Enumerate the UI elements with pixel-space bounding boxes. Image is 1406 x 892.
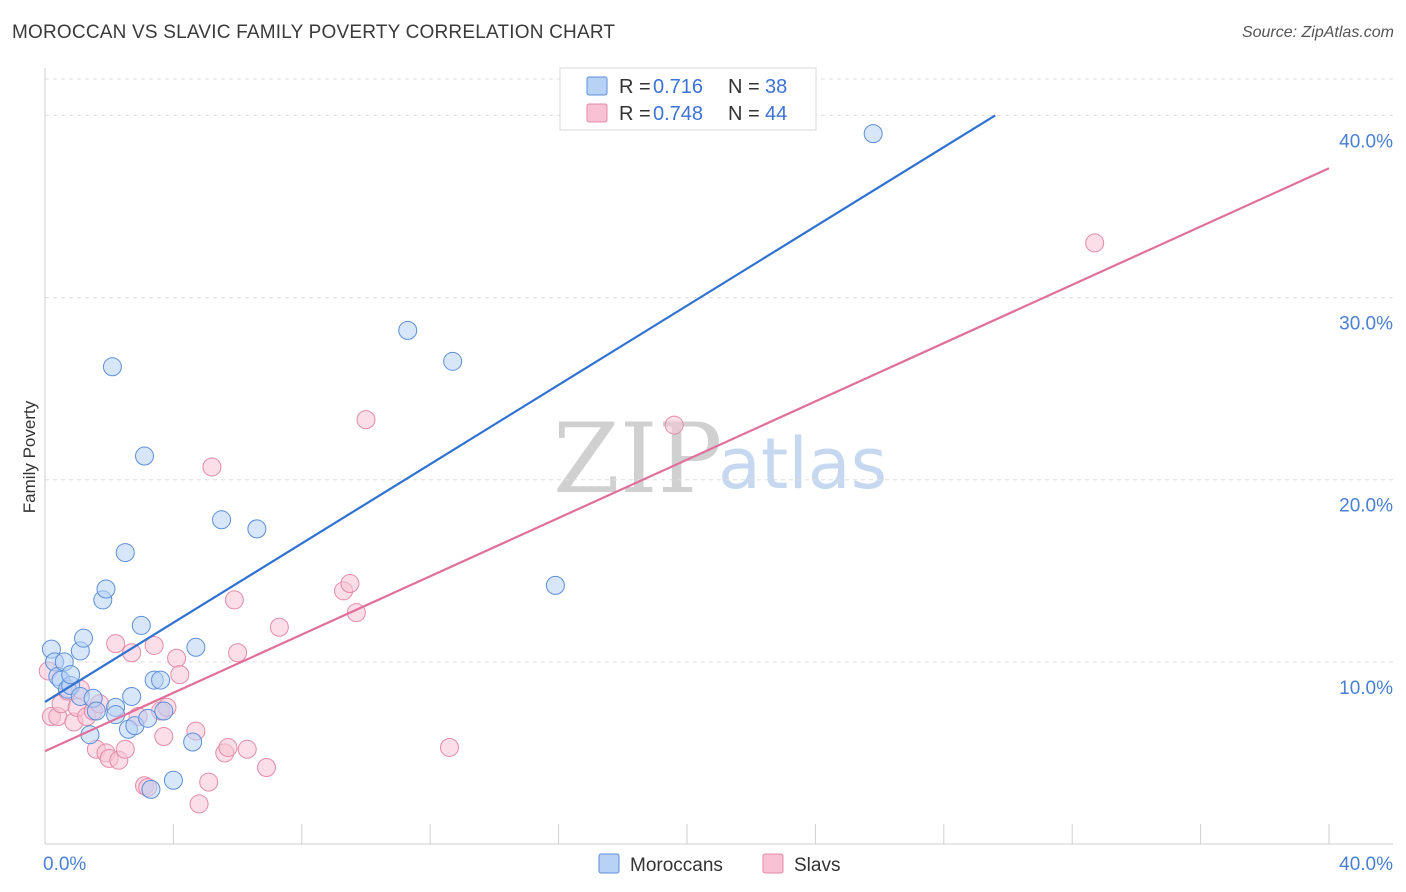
moroccans-point [131,615,151,635]
moroccans-point [135,446,155,466]
moroccans-n-label: N = [728,76,760,98]
slavs-point [202,457,222,477]
x-tick-label: 0.0% [43,854,86,875]
source-label: Source: ZipAtlas.com [1241,24,1394,41]
moroccans-n-value: 38 [765,76,787,98]
slavs-point [228,643,248,663]
trendlines [44,114,1330,753]
slavs-n-value: 44 [765,103,787,125]
moroccans-point [115,543,135,563]
moroccans-point [151,670,171,690]
slavs-r-value: 0.748 [653,103,703,125]
watermark: ZIP atlas [553,403,887,515]
slavs-point [199,772,219,792]
stats-legend: R = 0.716 N = 38 R = 0.748 N = 44 [559,67,817,131]
x-tick-labels: 0.0% 40.0% [43,854,1393,875]
y-tick-label: 40.0% [1339,131,1393,152]
y-tick-label: 20.0% [1339,496,1393,517]
slavs-point [1085,233,1105,253]
moroccans-point [102,357,122,377]
slavs-trendline [44,167,1330,753]
slavs-points [38,233,1105,814]
slavs-point [106,634,126,654]
chart-title: MOROCCAN VS SLAVIC FAMILY POVERTY CORREL… [12,22,616,43]
slavs-legend-swatch [586,103,608,123]
y-tick-label: 30.0% [1339,314,1393,335]
moroccans-point [74,628,94,648]
slavs-point [256,758,276,777]
moroccans-point [86,701,106,721]
moroccans-legend-swatch [586,76,608,96]
moroccans-series-swatch [598,853,620,874]
slavs-point [269,617,289,637]
moroccans-point [545,575,565,595]
moroccans-point [212,510,232,530]
slavs-point [356,410,376,430]
y-tick-labels: 10.0% 20.0% 30.0% 40.0% [1339,131,1393,698]
moroccans-point [138,708,158,728]
slavs-series-swatch [762,853,784,874]
slavs-point [167,648,187,668]
moroccans-point [96,579,116,599]
slavs-point [218,737,238,757]
moroccans-point [186,637,206,657]
moroccans-point [61,665,81,685]
slavs-point [115,739,135,759]
x-tick-label: 40.0% [1339,854,1393,875]
slavs-point [340,574,360,594]
slavs-n-label: N = [728,103,760,125]
y-tick-label: 10.0% [1339,678,1393,699]
moroccans-point [122,686,142,706]
moroccans-point [141,779,161,799]
x-ticks [44,824,1330,844]
slavs-point [154,727,174,747]
slavs-point [664,415,684,435]
moroccans-points [41,124,883,799]
watermark-atlas: atlas [718,423,887,505]
moroccans-r-value: 0.716 [653,76,703,98]
moroccans-point [247,519,267,539]
slavs-point [144,635,164,655]
slavs-point [224,590,244,610]
slavs-r-label: R = [619,103,651,125]
moroccans-r-label: R = [619,76,651,98]
moroccans-point [163,770,183,790]
moroccans-trendline [44,114,996,703]
series-legend: Moroccans Slavs [598,853,840,876]
moroccans-point [183,732,203,752]
watermark-zip: ZIP [553,403,722,515]
moroccans-series-label: Moroccans [630,855,723,876]
grid [45,78,1393,663]
slavs-series-label: Slavs [794,855,840,876]
moroccans-point [398,320,418,340]
moroccans-point [154,701,174,721]
moroccans-point [443,351,463,371]
slavs-point [170,665,190,685]
moroccans-point [863,124,883,144]
slavs-point [237,739,257,759]
slavs-point [189,794,209,814]
y-axis-label: Family Poverty [20,400,39,513]
slavs-point [439,737,459,757]
